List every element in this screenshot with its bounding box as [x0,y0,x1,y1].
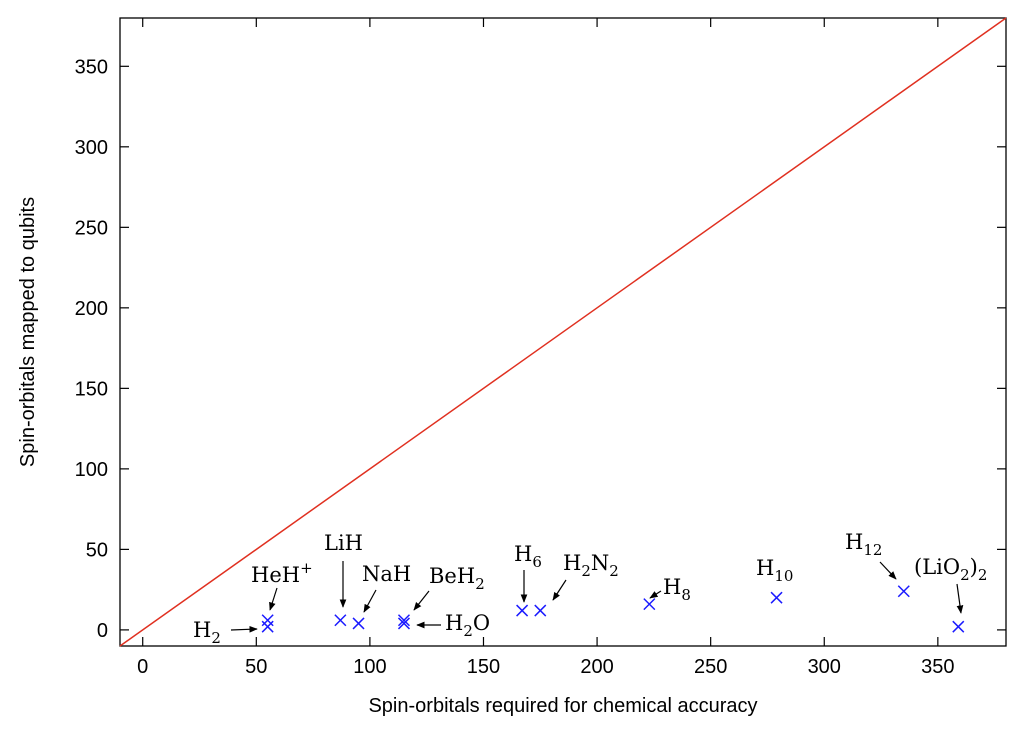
marker-stroke [352,617,365,630]
annotation-label: H10​ [756,556,793,585]
x-tick-label: 100 [353,656,386,678]
y-tick-label: 200 [75,298,108,320]
annotation-label: H2​O [445,611,490,640]
marker-stroke [770,591,783,604]
annotation-label: H2​ [193,618,221,647]
annotation-label: H6​ [514,542,542,571]
data-point [261,614,274,627]
x-tick-label: 350 [921,656,954,678]
point-annotations: H2​ HeH+​ LiH NaH BeH2​ H2​O H6​ H2​N2​ H8​ H10​ H… [193,530,987,647]
annotation-arrow [363,589,377,613]
data-point [643,598,656,611]
annotation-arrow [269,587,278,611]
y-axis-title: Spin-orbitals mapped to qubits [17,197,39,467]
annotation: NaH [362,562,411,613]
annotation-label: HeH+​ [251,559,313,587]
annotation-label: LiH [324,531,363,555]
marker-stroke [334,614,347,627]
reference-line-group [119,17,1007,647]
data-point [897,585,910,598]
y-tick-label: 50 [86,539,108,561]
marker-stroke [397,614,411,627]
annotation: (LiO2​)2​ [914,555,987,614]
data-point [397,614,411,627]
tick-labels: 0 50 100 150 200 250 300 350 0 50 100 150 200 250 300 3… [75,56,955,678]
marker-stroke [261,614,274,627]
plot-frame [119,17,1007,647]
annotation: HeH+​ [251,559,313,611]
reference-line [119,17,1007,647]
marker-stroke [534,604,547,617]
x-tick-label: 300 [808,656,841,678]
annotation-label: BeH2​ [429,564,485,593]
annotation-label: H12​ [845,530,882,559]
annotation-arrow [413,590,430,611]
plot-border [119,17,1007,647]
annotation-label: NaH [362,562,411,586]
marker-stroke [897,585,910,598]
annotation: H12​ [845,530,897,580]
axis-ticks [120,18,1006,646]
marker-stroke [397,617,411,630]
data-point [397,617,411,630]
data-point [261,620,274,633]
x-tick-label: 0 [137,656,148,678]
annotation: H10​ [756,556,793,585]
y-tick-label: 350 [75,56,108,78]
y-tick-label: 250 [75,217,108,239]
annotation: H6​ [514,542,542,603]
x-tick-label: 50 [245,656,267,678]
data-point [516,604,529,617]
data-point [770,591,783,604]
annotation-arrow [649,590,662,599]
annotation-arrow [956,583,964,614]
annotation-arrow [879,561,897,580]
x-tick-label: 250 [694,656,727,678]
x-axis-title: Spin-orbitals required for chemical accu… [368,695,757,717]
y-tick-label: 100 [75,459,108,481]
marker-stroke [952,620,965,633]
annotation: H2​O [416,611,490,640]
annotation-arrow [552,579,567,601]
data-point [352,617,365,630]
annotation: BeH2​ [413,564,485,611]
y-tick-label: 300 [75,137,108,159]
annotation-label: H8​ [663,575,691,604]
marker-stroke [643,598,656,611]
y-tick-label: 0 [97,620,108,642]
data-point [334,614,347,627]
annotation-label: (LiO2​)2​ [914,555,987,584]
annotation: H2​ [193,618,258,647]
data-point [952,620,965,633]
annotation-arrow [230,625,258,633]
y-tick-label: 150 [75,378,108,400]
x-tick-label: 200 [580,656,613,678]
x-tick-label: 150 [467,656,500,678]
annotation: H2​N2​ [552,551,619,601]
data-markers [261,585,965,633]
annotation: H8​ [649,575,691,604]
marker-stroke [516,604,529,617]
annotation-label: H2​N2​ [563,551,619,580]
data-point [534,604,547,617]
annotation: LiH [324,531,363,608]
